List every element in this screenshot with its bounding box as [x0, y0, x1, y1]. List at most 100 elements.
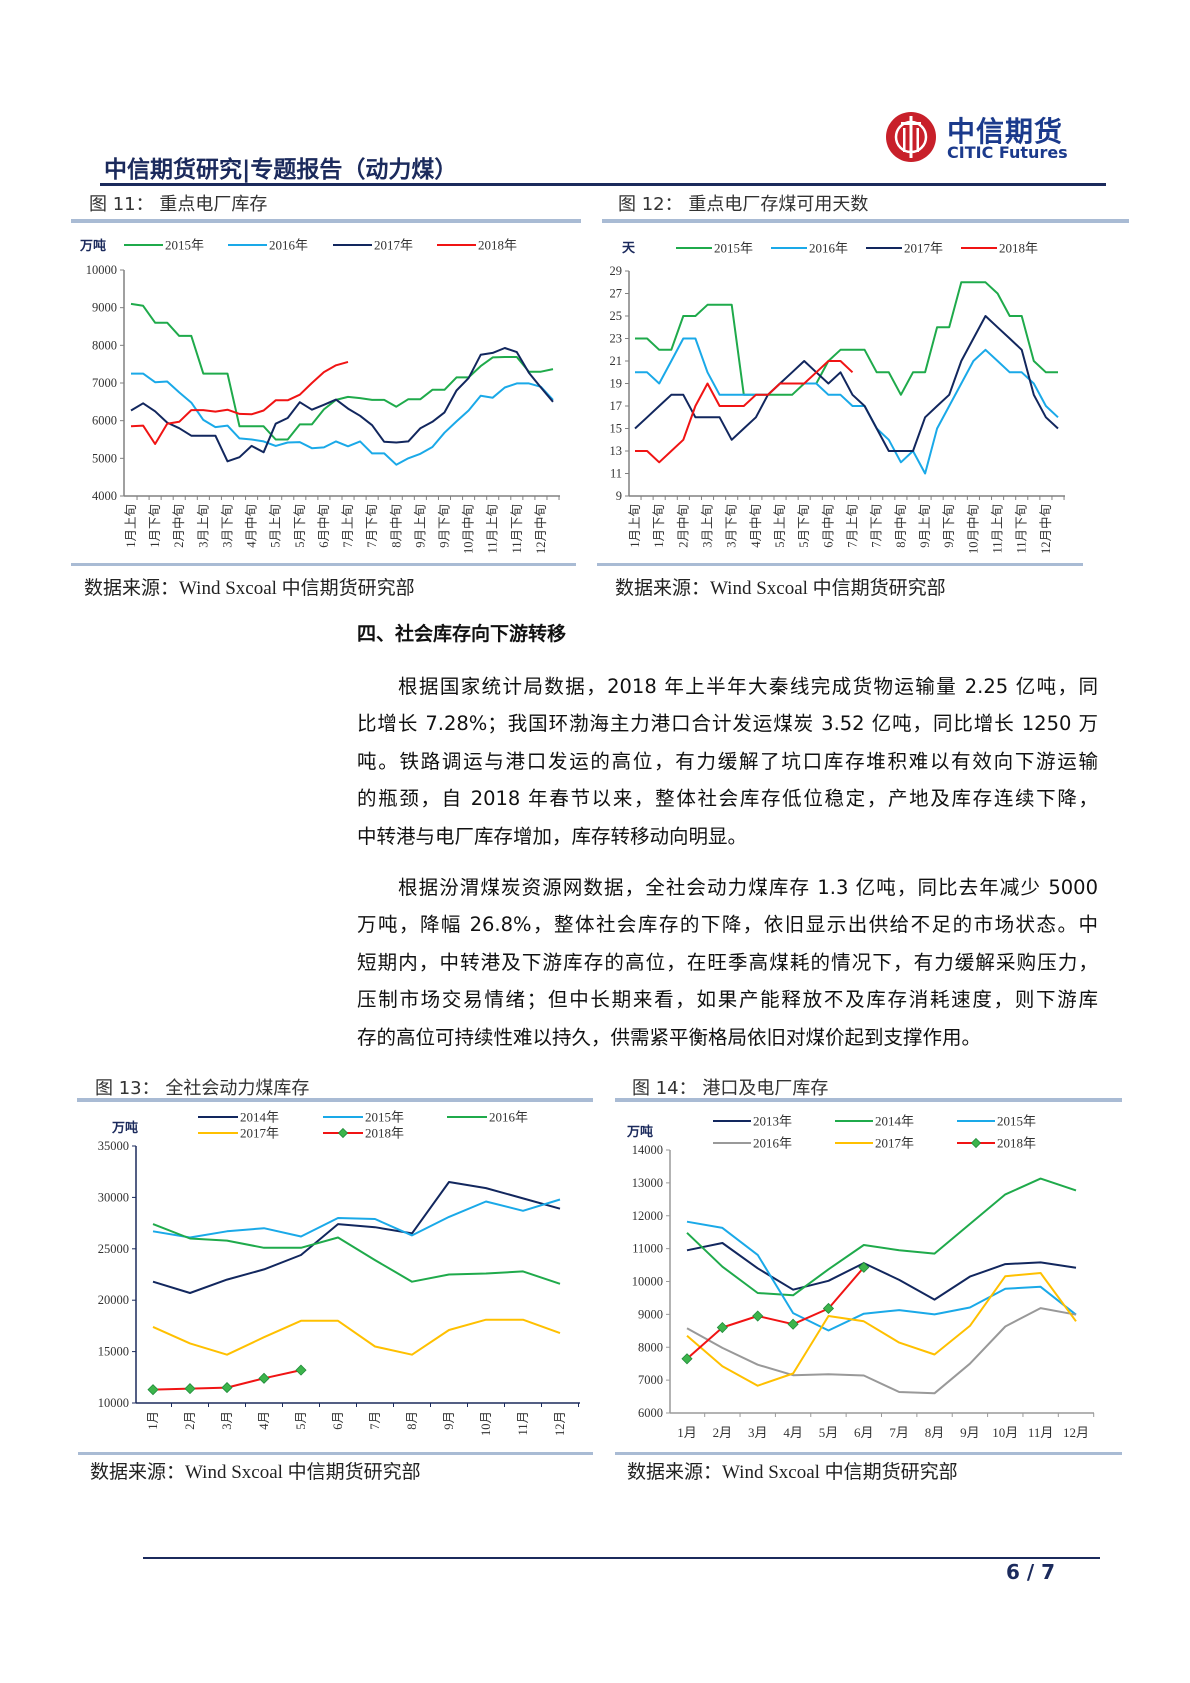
x-tick-label: 6月中旬: [820, 504, 835, 548]
data-point: [147, 1384, 159, 1396]
series-2017年: [634, 315, 1059, 452]
y-tick-label: 20000: [98, 1293, 129, 1307]
series-line: [686, 1177, 1077, 1297]
x-tick-label: 9月上旬: [918, 504, 932, 548]
x-tick-label: 12月: [553, 1411, 567, 1436]
y-unit-label: 万吨: [79, 238, 106, 253]
series-2016年: [130, 372, 554, 466]
figure-13-caption-rule: [77, 1098, 593, 1102]
legend-item: 2016年: [228, 238, 308, 253]
figure-13-caption: 图 13： 全社会动力煤库存: [95, 1078, 310, 1099]
legend-item: 2018年: [961, 241, 1038, 256]
chart-11: 万吨 4000 5000 6000 7000 8000 9000 10000 1月上旬 1月下旬 2…: [79, 238, 560, 554]
series-line: [130, 302, 554, 441]
chart-14: 万吨 6000 7000 8000 9000 10000 11000 12000 13000 14…: [626, 1114, 1095, 1440]
series-2015年: [152, 1198, 561, 1239]
series-line: [152, 1223, 561, 1285]
x-tick-label: 3月下旬: [220, 504, 234, 548]
paragraph-line: 吨。铁路调运与港口发运的高位，有力缓解了坑口库存堆积难以有效向下游运输: [357, 750, 1098, 773]
paragraph-line: 中转港与电厂库存增加，库存转移动向明显。: [357, 825, 748, 848]
y-tick-label: 21: [610, 354, 623, 368]
y-tick-label: 4000: [92, 489, 117, 503]
y-tick-label: 8000: [638, 1340, 663, 1354]
data-point: [258, 1372, 270, 1384]
legend-item: 2015年: [957, 1114, 1036, 1129]
legend-label: 2014年: [240, 1110, 279, 1125]
legend-label: 2018年: [999, 241, 1038, 256]
data-point: [752, 1310, 764, 1322]
x-tick-label: 3月下旬: [725, 504, 739, 548]
figure-13-source: 数据来源：Wind Sxcoal 中信期货研究部: [90, 1462, 421, 1483]
series-2014年: [686, 1177, 1077, 1297]
y-tick-label: 14000: [632, 1143, 663, 1157]
y-tick-label: 7000: [92, 376, 117, 390]
legend-item: 2018年: [957, 1136, 1036, 1151]
series-line: [152, 1198, 561, 1239]
legend-item: 2017年: [835, 1136, 914, 1151]
x-tick-label: 1月上旬: [124, 504, 138, 548]
paragraph-line: 存的高位可持续性难以持久，供需紧平衡格局依旧对煤价起到支撑作用。: [357, 1026, 982, 1049]
x-tick-label: 9月上旬: [413, 504, 427, 548]
paragraph-line: 的瓶颈，自 2018 年春节以来，整体社会库存低位稳定，产地及库存连续下降，: [357, 787, 1098, 810]
x-tick-label: 7月: [368, 1411, 382, 1430]
footer-divider: [143, 1557, 1100, 1559]
x-tick-label: 5月下旬: [797, 504, 811, 548]
y-tick-label: 30000: [98, 1190, 129, 1204]
x-tick-label: 5月上旬: [269, 504, 283, 548]
x-tick-label: 12月中旬: [533, 504, 548, 554]
y-tick-label: 15: [610, 422, 623, 436]
series-2015年: [130, 302, 554, 441]
y-tick-label: 5000: [92, 451, 117, 465]
x-tick-label: 4月: [257, 1411, 271, 1430]
y-tick-label: 6000: [638, 1406, 663, 1420]
series-line: [635, 281, 1058, 396]
legend-item: 2014年: [835, 1114, 914, 1129]
series-line: [686, 1242, 1077, 1301]
legend-item: 2015年: [676, 241, 753, 256]
section-heading: 四、社会库存向下游转移: [357, 623, 567, 645]
y-tick-label: 10000: [98, 1396, 129, 1410]
series-line: [686, 1307, 1077, 1395]
x-tick-label: 11月下旬: [510, 504, 524, 554]
data-point: [681, 1353, 693, 1365]
legend-label: 2017年: [904, 241, 943, 256]
series-2018年: [634, 360, 854, 464]
x-tick-label: 2月: [713, 1425, 733, 1440]
x-tick-label: 3月上旬: [196, 504, 210, 548]
x-tick-label: 7月上旬: [341, 504, 355, 548]
series-line: [635, 360, 854, 464]
data-point: [716, 1321, 728, 1334]
y-tick-label: 6000: [92, 414, 117, 428]
y-tick-label: 10000: [632, 1275, 663, 1289]
y-tick-label: 10000: [86, 263, 117, 277]
legend-item: 2016年: [771, 241, 848, 256]
figure-12-caption: 图 12： 重点电厂存煤可用天数: [618, 194, 869, 215]
data-point: [184, 1383, 196, 1395]
x-tick-label: 10月中旬: [965, 504, 980, 554]
legend-item: 2016年: [713, 1136, 792, 1151]
legend-item: 2013年: [713, 1114, 792, 1129]
x-tick-label: 4月中旬: [748, 504, 763, 548]
y-unit-label: 万吨: [111, 1120, 138, 1135]
figure-13-bottom-rule: [78, 1452, 593, 1455]
logo-text-cn: 中信期货: [947, 115, 1064, 148]
legend-item: 2017年: [333, 238, 413, 253]
legend-item: 2018年: [437, 238, 517, 253]
series-2016年: [634, 337, 1059, 475]
report-title: 中信期货研究|专题报告（动力煤）: [104, 157, 458, 183]
legend-item: 2015年: [124, 238, 204, 253]
x-tick-label: 9月下旬: [942, 504, 956, 548]
legend-item: 2017年: [198, 1126, 279, 1141]
legend-label: 2016年: [753, 1136, 792, 1151]
legend-label: 2015年: [165, 238, 204, 253]
x-tick-label: 8月中旬: [893, 504, 908, 548]
logo-text-en: CITIC Futures: [947, 143, 1068, 162]
paragraph-line: 比增长 7.28%；我国环渤海主力港口合计发运煤炭 3.52 亿吨，同比增长 1…: [357, 712, 1098, 735]
legend-item: 2017年: [866, 241, 943, 256]
y-tick-label: 29: [610, 264, 623, 278]
citic-logo-icon: [886, 112, 936, 162]
legend-item: 2016年: [447, 1110, 528, 1125]
figure-12-bottom-rule: [597, 563, 1083, 566]
x-tick-label: 7月下旬: [365, 504, 379, 548]
